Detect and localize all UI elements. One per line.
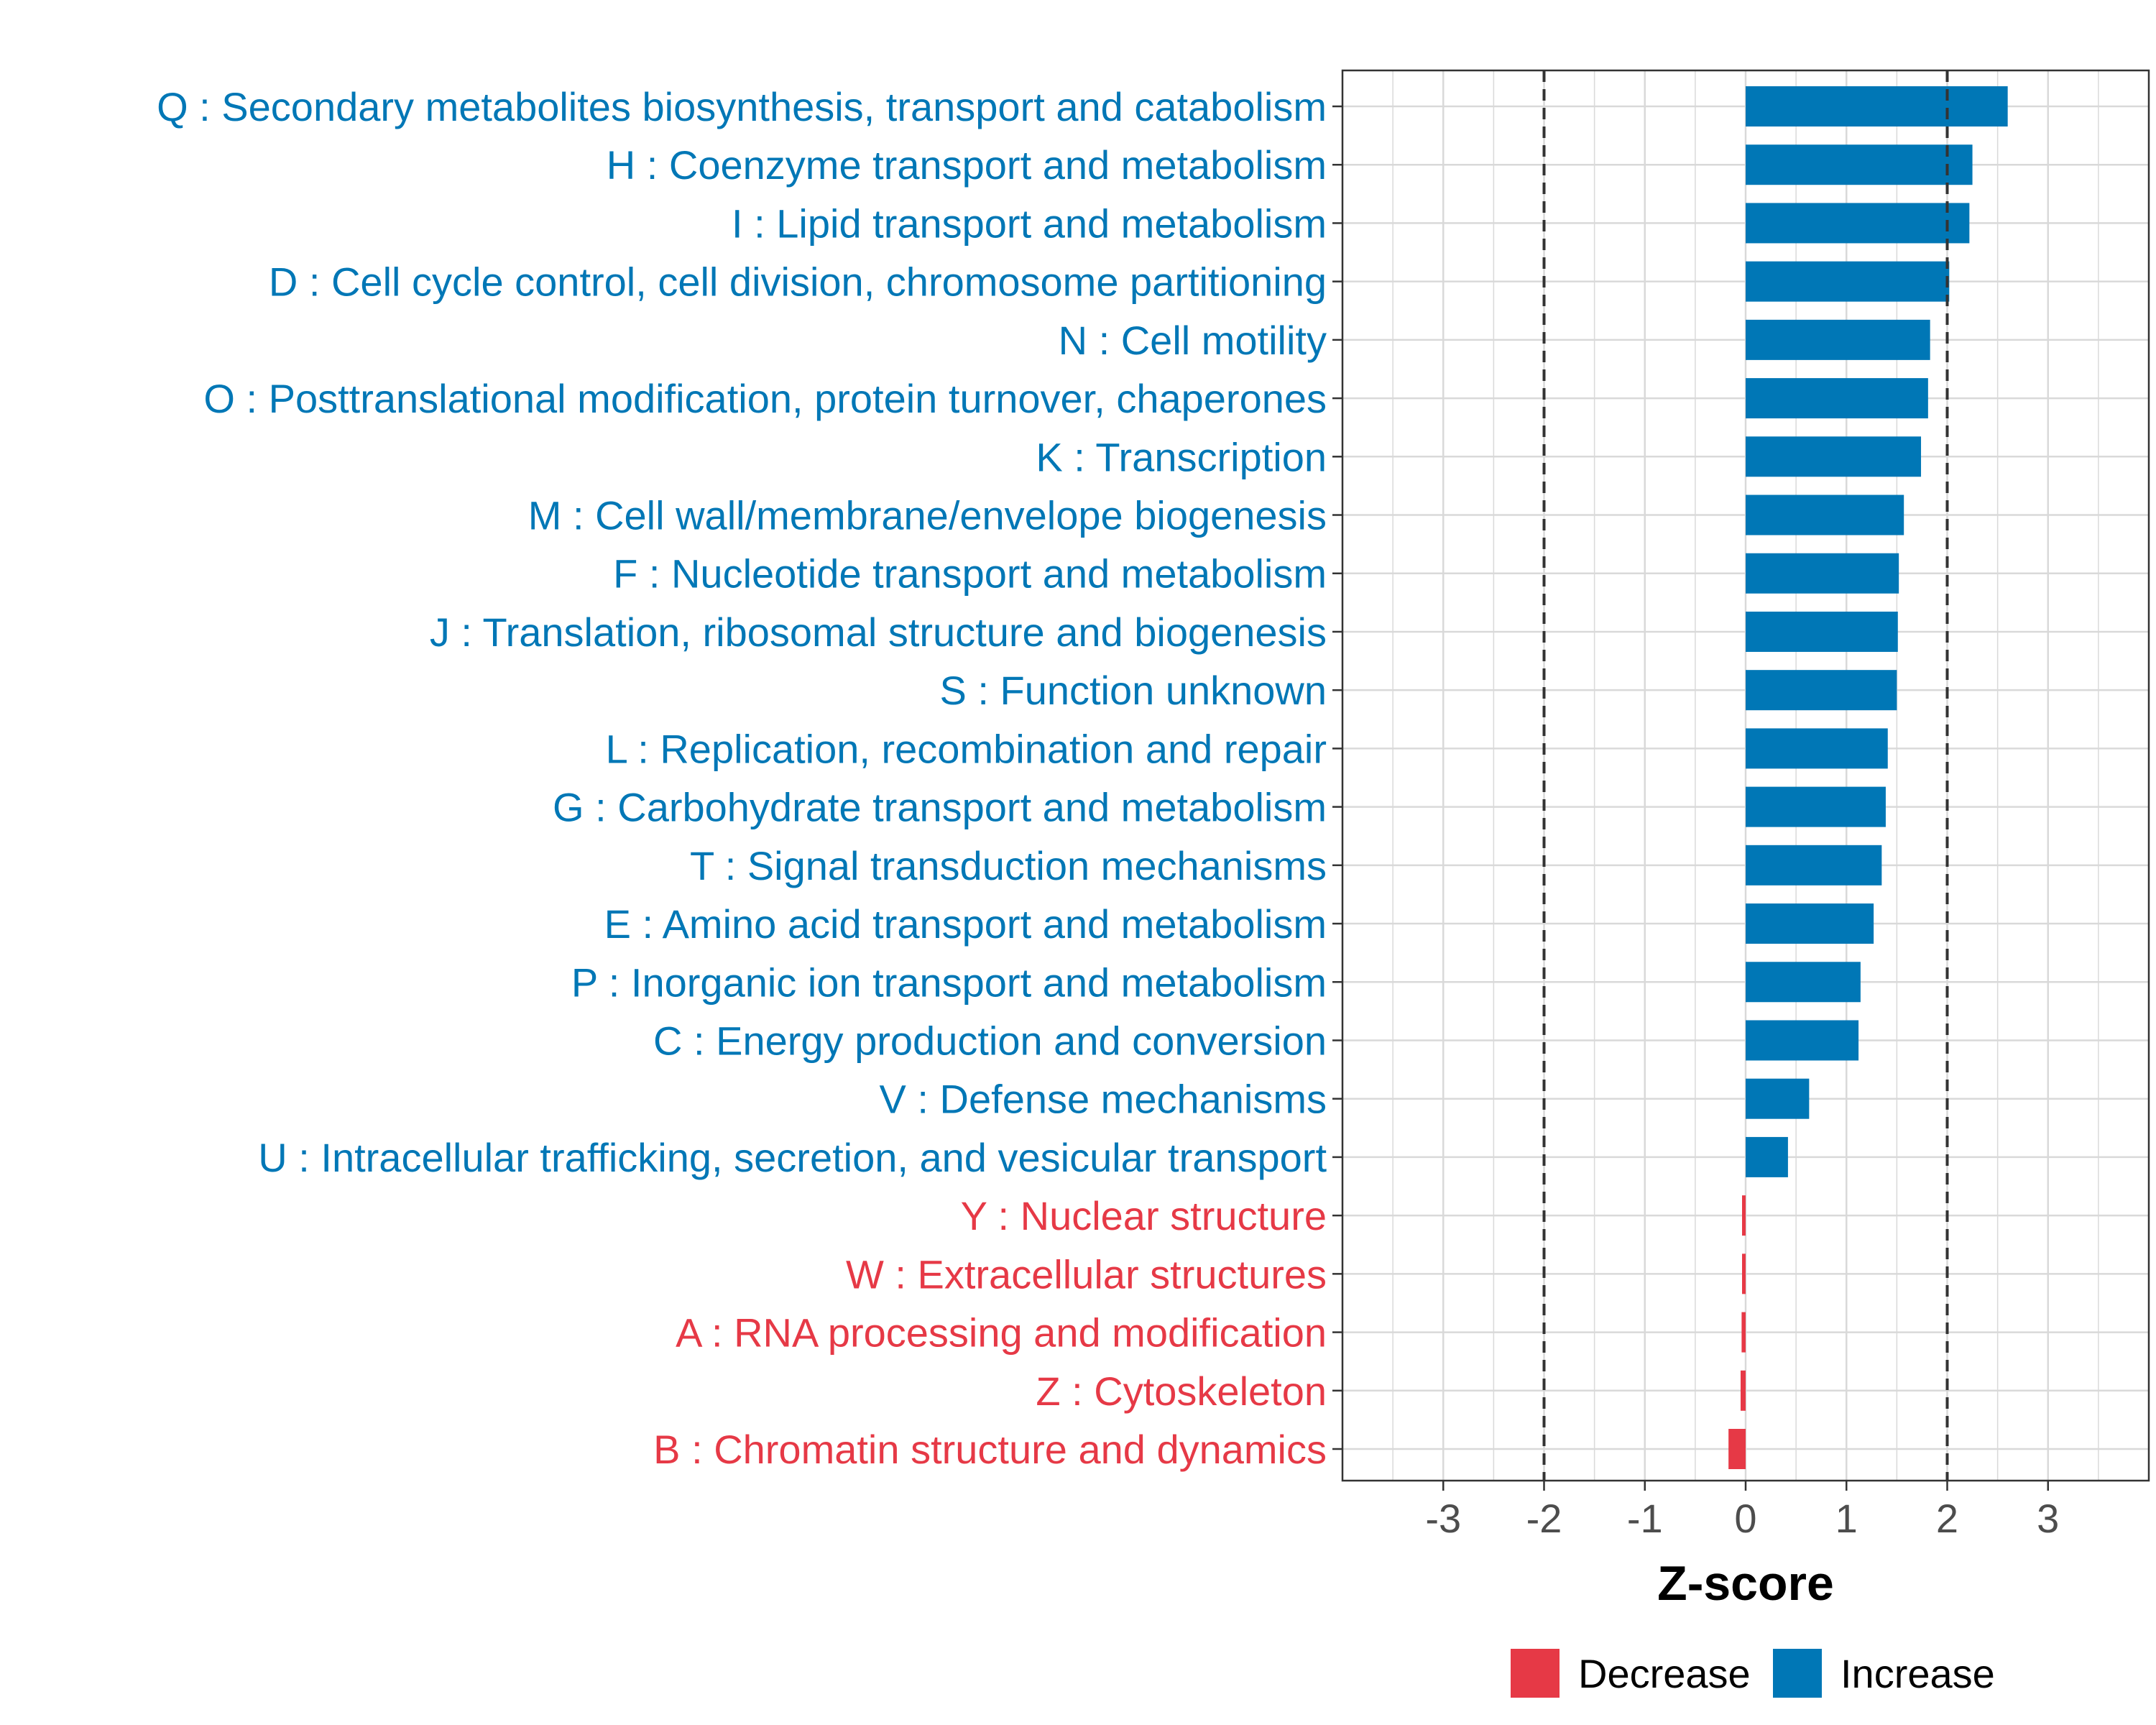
bar <box>1746 378 1928 419</box>
bar <box>1746 261 1950 302</box>
bar <box>1746 1136 1788 1177</box>
category-label: Q : Secondary metabolites biosynthesis, … <box>157 84 1327 129</box>
category-label: W : Extracellular structures <box>846 1251 1327 1297</box>
category-label: G : Carbohydrate transport and metabolis… <box>553 785 1327 830</box>
legend-label: Decrease <box>1578 1651 1751 1696</box>
category-label: Y : Nuclear structure <box>961 1193 1327 1238</box>
category-label: D : Cell cycle control, cell division, c… <box>269 259 1327 305</box>
bar <box>1746 786 1886 827</box>
category-label: M : Cell wall/membrane/envelope biogenes… <box>528 493 1327 538</box>
legend-label: Increase <box>1841 1651 1995 1696</box>
x-tick-label: 0 <box>1734 1496 1756 1541</box>
bar <box>1746 845 1882 886</box>
legend-swatch <box>1773 1649 1822 1698</box>
x-tick-label: 2 <box>1936 1496 1958 1541</box>
bar <box>1746 144 1973 185</box>
category-labels: Q : Secondary metabolites biosynthesis, … <box>157 84 1342 1472</box>
category-label: F : Nucleotide transport and metabolism <box>613 551 1327 597</box>
x-tick-label: 1 <box>1835 1496 1858 1541</box>
category-label: C : Energy production and conversion <box>653 1018 1327 1063</box>
x-tick-label: -2 <box>1526 1496 1562 1541</box>
category-label: P : Inorganic ion transport and metaboli… <box>571 960 1327 1005</box>
category-label: O : Posttranslational modification, prot… <box>203 376 1327 421</box>
category-label: B : Chromatin structure and dynamics <box>653 1427 1327 1472</box>
bar <box>1746 436 1922 477</box>
bar <box>1746 203 1970 244</box>
category-label: V : Defense mechanisms <box>880 1077 1327 1122</box>
x-tick-label: -3 <box>1425 1496 1461 1541</box>
x-axis-title: Z-score <box>1657 1556 1834 1611</box>
legend-swatch <box>1511 1649 1560 1698</box>
category-label: A : RNA processing and modification <box>676 1310 1327 1356</box>
category-label: H : Coenzyme transport and metabolism <box>607 142 1327 188</box>
bar <box>1746 728 1888 769</box>
bar <box>1746 553 1899 594</box>
category-label: T : Signal transduction mechanisms <box>690 843 1327 888</box>
category-label: E : Amino acid transport and metabolism <box>604 901 1327 947</box>
category-label: K : Transcription <box>1036 434 1327 479</box>
bar <box>1746 319 1930 360</box>
bar <box>1742 1195 1746 1236</box>
x-tick-label: 3 <box>2037 1496 2059 1541</box>
bar <box>1746 611 1898 652</box>
bar <box>1746 903 1874 944</box>
bar <box>1740 1370 1746 1411</box>
bar <box>1746 962 1861 1003</box>
category-label: J : Translation, ribosomal structure and… <box>430 610 1327 655</box>
bar <box>1746 86 2008 126</box>
category-label: Z : Cytoskeleton <box>1036 1368 1327 1414</box>
category-label: L : Replication, recombination and repai… <box>606 726 1327 771</box>
bar <box>1746 670 1897 711</box>
category-label: N : Cell motility <box>1059 318 1327 363</box>
bar <box>1746 1020 1859 1061</box>
bar-series <box>1728 86 2008 1469</box>
threshold-lines <box>1542 70 1949 1481</box>
bar <box>1728 1429 1746 1469</box>
bar <box>1746 494 1904 535</box>
category-label: S : Function unknown <box>939 668 1327 713</box>
x-axis-ticks: -3 -2 -1 0 1 2 3 <box>1425 1481 2059 1541</box>
category-label: I : Lipid transport and metabolism <box>732 201 1327 246</box>
category-label: U : Intracellular trafficking, secretion… <box>258 1135 1327 1180</box>
bar <box>1742 1254 1746 1294</box>
bar <box>1741 1312 1746 1353</box>
bar <box>1746 1078 1810 1119</box>
x-tick-label: -1 <box>1627 1496 1663 1541</box>
legend: Decrease Increase <box>1511 1649 1995 1698</box>
